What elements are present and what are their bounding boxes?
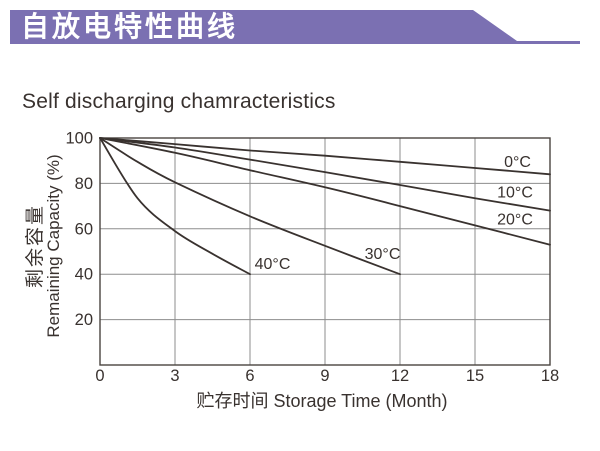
chart-series-labels: 0°C 10°C 20°C 30°C 40°C [255, 154, 533, 273]
curve-label-10°C: 10°C [497, 184, 533, 201]
plot-border [99, 137, 551, 366]
curve-30°C [99, 137, 401, 276]
y-tick-20: 20 [75, 311, 93, 329]
banner-title: 自放电特性曲线 [21, 11, 239, 42]
curve-label-0°C: 0°C [504, 154, 531, 171]
chart-tick-labels: 0 3 6 9 12 15 18 20 40 60 80 100 [65, 130, 559, 386]
curve-20°C [99, 137, 551, 246]
y-tick-100: 100 [65, 130, 93, 148]
chart-gridlines [100, 138, 550, 365]
chart-plot-border [99, 137, 551, 366]
curve-10°C [99, 137, 551, 212]
curve-label-30°C: 30°C [365, 246, 401, 263]
chart-curves [99, 137, 551, 276]
y-tick-80: 80 [75, 175, 93, 193]
x-tick-9: 9 [320, 367, 329, 385]
x-tick-18: 18 [541, 367, 559, 385]
y-axis-label: 剩余容量 Remaining Capacity (%) [24, 154, 63, 337]
x-axis-label: 贮存时间 Storage Time (Month) [196, 391, 447, 411]
x-tick-3: 3 [170, 367, 179, 385]
y-tick-40: 40 [75, 266, 93, 284]
x-tick-15: 15 [466, 367, 484, 385]
x-tick-12: 12 [391, 367, 409, 385]
curve-0°C [99, 137, 551, 176]
x-tick-6: 6 [245, 367, 254, 385]
chart-heading: Self discharging chamracteristics [22, 90, 336, 113]
y-axis-label-en: Remaining Capacity (%) [44, 154, 63, 337]
curve-label-20°C: 20°C [497, 212, 533, 229]
y-axis-label-zh: 剩余容量 [24, 204, 46, 288]
y-tick-60: 60 [75, 220, 93, 238]
curve-label-40°C: 40°C [255, 256, 291, 273]
x-tick-0: 0 [95, 367, 104, 385]
curve-40°C [99, 137, 251, 276]
